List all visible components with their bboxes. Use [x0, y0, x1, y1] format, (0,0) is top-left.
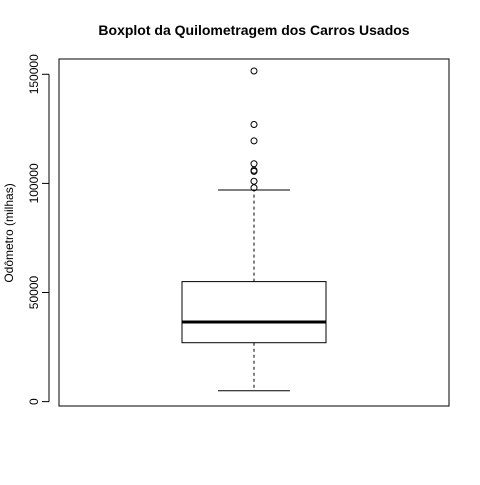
outlier-point — [250, 137, 258, 145]
outlier-point — [250, 160, 258, 168]
y-tick-label: 0 — [27, 398, 41, 405]
plot-frame — [58, 58, 450, 407]
y-tick-label: 100000 — [27, 163, 41, 203]
y-tick-label: 50000 — [27, 276, 41, 310]
y-tick-label: 150000 — [27, 54, 41, 94]
outlier-point — [250, 166, 258, 174]
outlier-point — [250, 184, 258, 192]
outlier-point — [250, 120, 258, 128]
y-axis: 0 50000 100000 150000 — [27, 54, 50, 405]
outlier-point — [250, 67, 258, 75]
boxplot-group — [181, 67, 327, 392]
outlier-point — [250, 177, 258, 185]
chart-title: Boxplot da Quilometragem dos Carros Usad… — [98, 22, 409, 38]
iqr-box — [181, 281, 327, 344]
y-axis-label: Odômetro (milhas) — [2, 183, 16, 282]
